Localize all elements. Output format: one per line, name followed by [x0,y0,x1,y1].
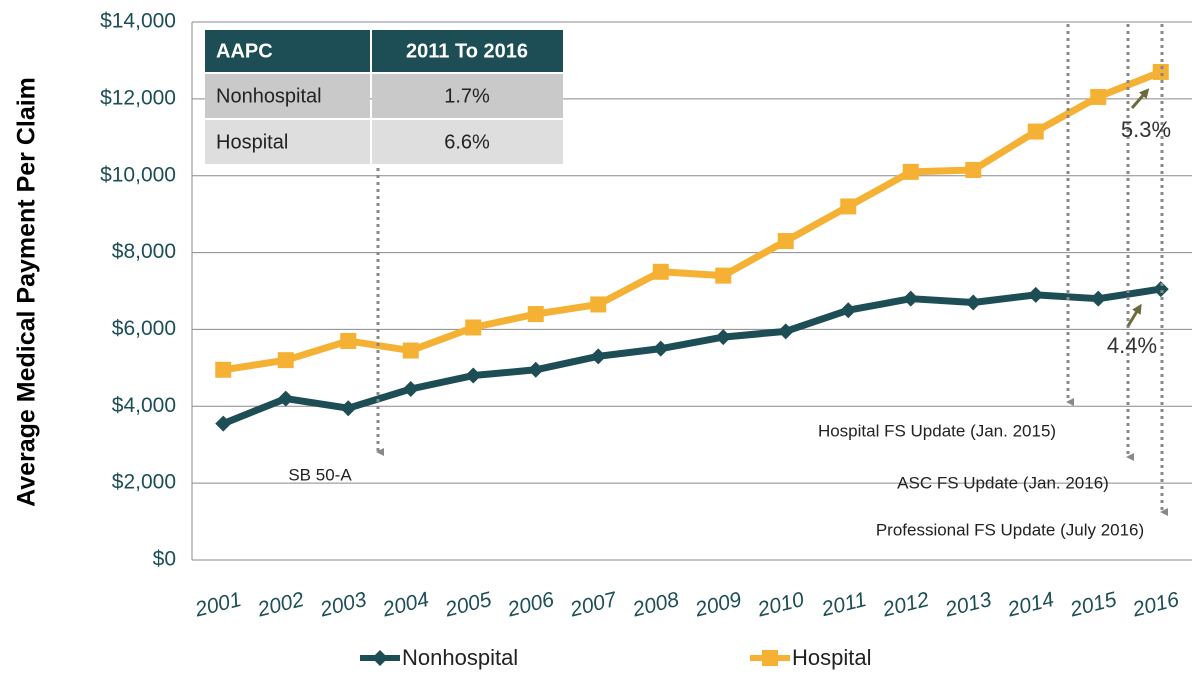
data-point [777,233,794,250]
data-point [1090,88,1107,105]
data-point [527,361,544,378]
data-point [340,400,357,417]
data-point [1090,290,1107,307]
x-tick-label: 2002 [254,588,306,622]
legend: Nonhospital Hospital [360,645,871,670]
y-tick-label: $2,000 [112,471,176,494]
annotation: SB 50-A [288,465,352,484]
table-cell-text: Hospital [216,131,288,153]
legend-label: Nonhospital [402,645,518,670]
data-point [527,306,544,323]
x-tick-label: 2003 [317,588,369,622]
table-cell [205,120,370,164]
data-point [590,348,607,365]
x-tick-label: 2011 [818,588,868,621]
data-point [215,415,232,432]
x-tick-label: 2004 [379,588,431,622]
data-point [1152,63,1169,80]
data-point [652,263,669,280]
annotation: 5.3% [1121,117,1171,142]
x-tick-label: 2016 [1129,588,1181,622]
aapc-table: AAPC 2011 To 2016 Nonhospital 1.7% Hospi… [205,30,563,164]
data-point [902,290,919,307]
data-point [902,163,919,180]
table-cell [372,120,563,164]
data-point [277,390,294,407]
table-header-cell [205,30,370,72]
annotation: Hospital FS Update (Jan. 2015) [818,421,1056,440]
data-point [215,361,232,378]
data-point [372,650,388,666]
y-tick-label: $14,000 [100,10,176,33]
table-header-cell [372,30,563,72]
data-point [465,367,482,384]
data-point [715,267,732,284]
data-point [402,342,419,359]
x-tick-label: 2009 [692,588,744,622]
annotation-lines [376,24,1168,516]
data-point [840,198,857,215]
annotation-arrow [1130,88,1150,109]
data-point [777,323,794,340]
y-tick-label: $0 [153,548,176,571]
data-point [965,294,982,311]
table-cell-text: 6.6% [444,131,490,153]
y-tick-label: $8,000 [112,240,176,263]
x-tick-label: 2007 [567,588,620,622]
data-point [465,319,482,336]
y-tick-label: $4,000 [112,394,176,417]
table-cell [372,74,563,118]
y-axis-label: Average Medical Payment Per Claim [13,77,41,507]
annotation: 4.4% [1107,333,1157,358]
annotation-arrow [1126,303,1142,327]
x-tick-label: 2001 [192,588,244,622]
data-point [965,161,982,178]
x-tick-label: 2013 [942,588,994,622]
table-header: AAPC [216,40,273,62]
x-tick-label: 2010 [754,588,806,622]
data-point [1027,286,1044,303]
x-tick-label: 2014 [1004,588,1056,622]
legend-label: Hospital [792,645,871,670]
data-point [402,380,419,397]
data-point [590,296,607,313]
data-point [715,329,732,346]
y-tick-label: $6,000 [112,317,176,340]
y-tick-label: $10,000 [100,163,176,186]
data-point [340,332,357,349]
data-point [1152,281,1169,298]
data-point [277,352,294,369]
data-point [762,650,778,666]
annotation: Professional FS Update (July 2016) [876,520,1144,539]
data-point [1027,123,1044,140]
table-cell [205,74,370,118]
x-tick-label: 2008 [629,588,681,622]
x-tick-label: 2006 [504,588,556,622]
annotation: ASC FS Update (Jan. 2016) [897,473,1109,492]
x-tick-label: 2012 [879,588,931,622]
y-tick-label: $12,000 [100,86,176,109]
table-cell-text: Nonhospital [216,85,322,107]
data-point [652,340,669,357]
x-tick-label: 2005 [442,588,494,622]
table-cell-text: 1.7% [444,85,490,107]
table-header: 2011 To 2016 [406,40,528,62]
plot [215,63,1169,432]
series-line [221,285,1162,427]
x-tick-label: 2015 [1067,588,1119,622]
data-point [840,302,857,319]
